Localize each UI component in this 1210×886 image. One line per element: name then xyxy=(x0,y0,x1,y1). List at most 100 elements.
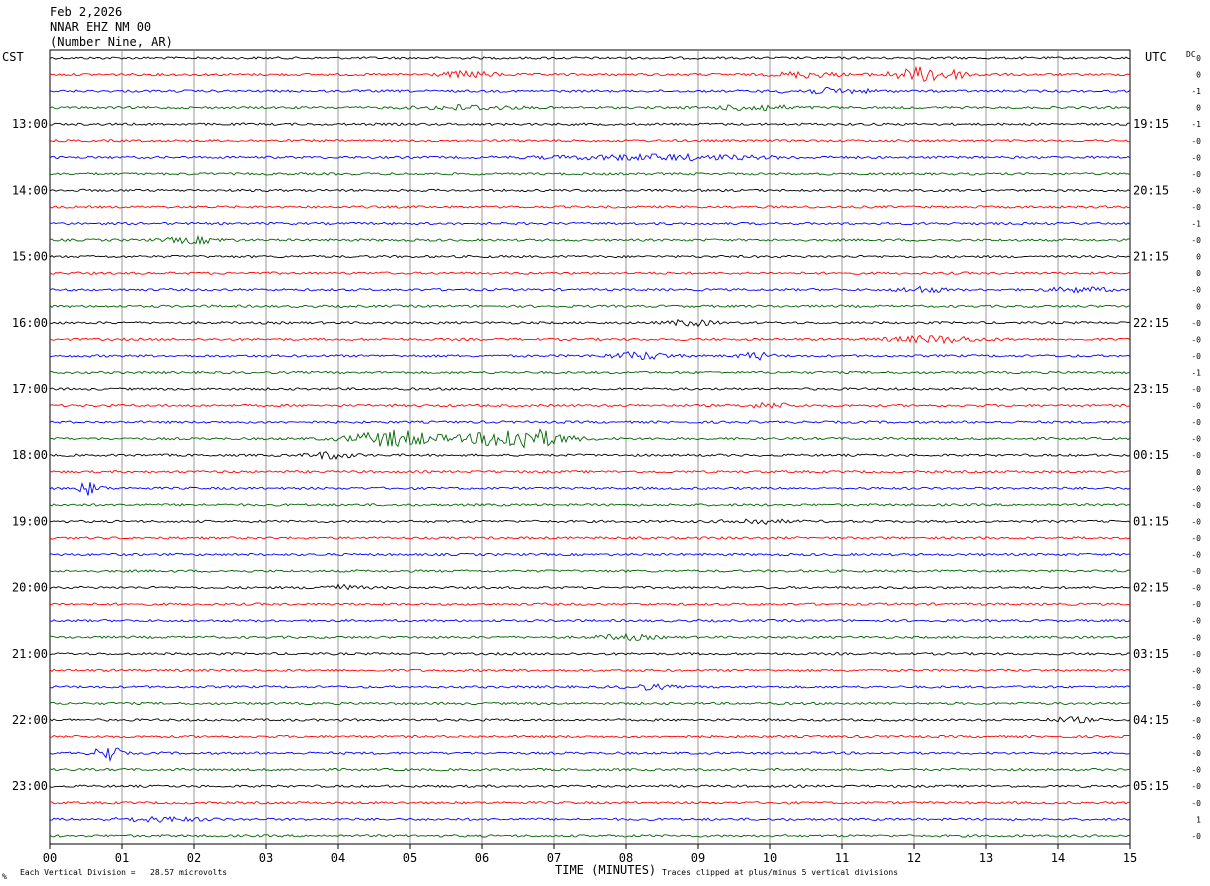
trace-row-32 xyxy=(49,583,1131,591)
trace-row-26 xyxy=(49,481,1131,496)
dc-offset-label: -0 xyxy=(1191,600,1201,609)
trace-row-28 xyxy=(49,518,1131,526)
header-date: Feb 2,2026 xyxy=(50,5,122,19)
dc-offset-label: -0 xyxy=(1191,650,1201,659)
trace-row-27 xyxy=(49,503,1131,507)
dc-offset-label: -0 xyxy=(1191,567,1201,576)
plot-frame xyxy=(49,49,1131,845)
dc-offset-label: -1 xyxy=(1191,368,1201,377)
dc-offset-label: -0 xyxy=(1191,203,1201,212)
x-tick-label: 15 xyxy=(1123,851,1137,865)
dc-offset-label: -0 xyxy=(1191,584,1201,593)
cst-label: CST xyxy=(2,50,24,64)
x-tick-label: 13 xyxy=(979,851,993,865)
trace-row-47 xyxy=(49,834,1131,838)
trace-row-36 xyxy=(49,651,1131,656)
utc-hour-label: 00:15 xyxy=(1133,448,1169,462)
dc-offset-label: -0 xyxy=(1191,683,1201,692)
traces xyxy=(49,56,1131,838)
dc-offset-label: -1 xyxy=(1191,120,1201,129)
dc-offset-label: -0 xyxy=(1191,551,1201,560)
dc-offset-label: -0 xyxy=(1191,666,1201,675)
trace-row-22 xyxy=(49,420,1131,424)
dc-offset-label: -1 xyxy=(1191,220,1201,229)
cst-hour-label: 16:00 xyxy=(12,316,48,330)
x-tick-label: 05 xyxy=(403,851,417,865)
dc-offset-label: -0 xyxy=(1191,633,1201,642)
trace-row-6 xyxy=(49,152,1131,162)
utc-hour-label: 04:15 xyxy=(1133,713,1169,727)
trace-row-41 xyxy=(49,734,1130,739)
dc-offset-label: -0 xyxy=(1191,782,1201,791)
header-station: NNAR EHZ NM 00 xyxy=(50,20,151,34)
dc-offset-label: -0 xyxy=(1191,799,1201,808)
clip-note: Traces clipped at plus/minus 5 vertical … xyxy=(662,868,898,877)
x-tick-label: 11 xyxy=(835,851,849,865)
dc-offset-label: -0 xyxy=(1191,286,1201,295)
dc-offset-label: 0 xyxy=(1196,71,1201,80)
trace-row-39 xyxy=(49,701,1130,706)
trace-row-29 xyxy=(49,536,1131,540)
cst-hour-label: 22:00 xyxy=(12,713,48,727)
dc-offset-label: -0 xyxy=(1191,534,1201,543)
trace-row-15 xyxy=(49,304,1131,309)
cst-hour-label: 18:00 xyxy=(12,448,48,462)
cst-hour-label: 15:00 xyxy=(12,250,48,264)
dc-offset-label: -0 xyxy=(1191,451,1201,460)
cst-hour-label: 23:00 xyxy=(12,779,48,793)
dc-offset-label: -0 xyxy=(1191,501,1201,510)
trace-row-34 xyxy=(49,618,1131,623)
trace-row-21 xyxy=(49,401,1131,409)
cst-hour-label: 20:00 xyxy=(12,581,48,595)
trace-row-42 xyxy=(49,747,1131,763)
header-location: (Number Nine, AR) xyxy=(50,35,173,49)
trace-row-13 xyxy=(49,271,1131,275)
trace-row-3 xyxy=(49,103,1131,111)
utc-hour-label: 20:15 xyxy=(1133,183,1169,197)
dc-offset-label: -0 xyxy=(1191,716,1201,725)
x-tick-label: 03 xyxy=(259,851,273,865)
x-tick-label: 14 xyxy=(1051,851,1065,865)
dc-offset-label: -0 xyxy=(1191,832,1201,841)
x-tick-label: 06 xyxy=(475,851,489,865)
trace-row-0 xyxy=(49,56,1131,60)
cst-hour-label: 13:00 xyxy=(12,117,48,131)
grid xyxy=(49,49,1131,849)
trace-row-8 xyxy=(49,188,1131,193)
dc-offset-label: 0 xyxy=(1196,269,1201,278)
utc-hour-label: 19:15 xyxy=(1133,117,1169,131)
trace-row-17 xyxy=(49,334,1131,345)
scale-note: Each Vertical Division = 28.57 microvolt… xyxy=(20,868,227,877)
dc-offset-label: -0 xyxy=(1191,699,1201,708)
dc-offset-label: -0 xyxy=(1191,319,1201,328)
utc-label: UTC xyxy=(1145,50,1167,64)
corner-mark: % xyxy=(2,872,7,881)
dc-offset-label: 1 xyxy=(1196,815,1201,824)
trace-row-40 xyxy=(49,716,1131,724)
utc-hour-label: 23:15 xyxy=(1133,382,1169,396)
utc-hour-label: 21:15 xyxy=(1133,250,1169,264)
dc-offset-label: -0 xyxy=(1191,418,1201,427)
x-tick-label: 00 xyxy=(43,851,57,865)
x-tick-label: 04 xyxy=(331,851,345,865)
dc-label: DC xyxy=(1186,50,1196,59)
trace-row-37 xyxy=(49,668,1131,673)
trace-row-7 xyxy=(49,172,1131,176)
trace-row-45 xyxy=(49,800,1131,805)
utc-hour-label: 01:15 xyxy=(1133,514,1169,528)
dc-offset-label: -0 xyxy=(1191,236,1201,245)
dc-offset-label: -1 xyxy=(1191,87,1201,96)
trace-row-16 xyxy=(49,318,1131,328)
trace-row-19 xyxy=(49,370,1131,375)
x-tick-label: 10 xyxy=(763,851,777,865)
trace-row-5 xyxy=(49,138,1131,143)
cst-hour-label: 17:00 xyxy=(12,382,48,396)
trace-row-1 xyxy=(49,65,1131,83)
x-axis-title: TIME (MINUTES) xyxy=(555,863,656,877)
dc-offset-label: 0 xyxy=(1196,302,1201,311)
dc-offset-label: -0 xyxy=(1191,335,1201,344)
axis-labels: 00 01 02 03 04 05 06 07 08 09 10 11 12 13 14 1500-10-1-… xyxy=(12,54,1201,865)
trace-row-46 xyxy=(49,815,1131,823)
trace-row-25 xyxy=(49,469,1131,474)
trace-row-24 xyxy=(49,451,1131,461)
